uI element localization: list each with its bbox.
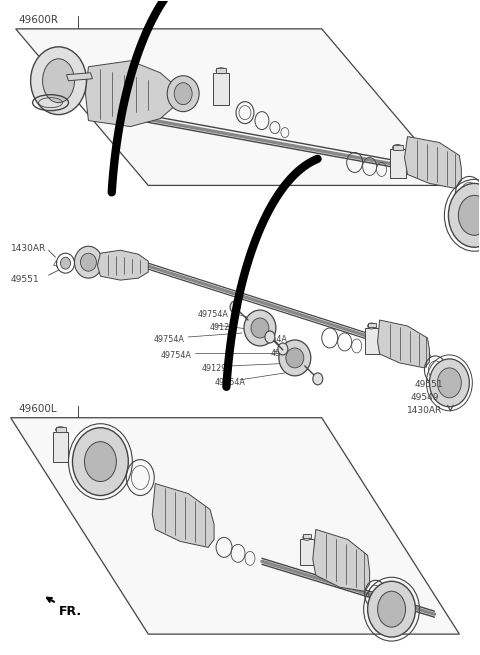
Bar [393,145,403,149]
Bar [216,67,226,73]
Polygon shape [405,136,461,189]
Polygon shape [16,29,455,185]
Ellipse shape [278,343,288,355]
Text: 49754A: 49754A [153,335,184,344]
Ellipse shape [31,47,86,115]
Text: 49754A: 49754A [215,378,246,387]
Bar [303,534,311,538]
Text: 49129: 49129 [210,323,236,332]
Bar [56,426,65,432]
Ellipse shape [174,83,192,105]
Polygon shape [67,73,93,81]
Text: 49551: 49551 [415,380,443,389]
Text: FR.: FR. [59,605,82,618]
Ellipse shape [251,318,269,338]
Ellipse shape [279,340,311,376]
Ellipse shape [84,441,116,481]
Ellipse shape [313,373,323,385]
Bar [300,539,314,565]
Bar [390,149,406,178]
Ellipse shape [43,59,74,103]
Bar [368,323,376,327]
Polygon shape [152,483,214,548]
Ellipse shape [230,301,240,313]
Text: 49754A: 49754A [160,351,191,360]
Ellipse shape [56,426,65,433]
Bar [365,328,379,354]
Polygon shape [97,250,148,280]
Polygon shape [11,418,459,634]
Text: 49549: 49549 [410,393,439,402]
Text: 1430AR: 1430AR [11,244,46,253]
Polygon shape [313,529,370,591]
Text: 49600R: 49600R [19,15,59,25]
Bar [52,432,69,462]
Ellipse shape [57,253,74,273]
Bar [213,73,229,105]
Ellipse shape [368,323,376,329]
Polygon shape [85,61,175,126]
Ellipse shape [393,145,403,151]
Text: 49549: 49549 [52,260,81,269]
Text: 49129: 49129 [202,364,228,373]
Text: 49754A: 49754A [257,335,288,344]
Ellipse shape [437,368,461,398]
Ellipse shape [216,67,226,74]
Text: 1430AR: 1430AR [407,406,442,415]
Ellipse shape [448,183,480,247]
Ellipse shape [81,253,96,271]
Ellipse shape [74,246,102,278]
Ellipse shape [244,310,276,346]
Polygon shape [378,320,430,368]
Ellipse shape [265,331,275,343]
Text: 49600L: 49600L [19,403,57,414]
Ellipse shape [303,534,311,540]
Text: 49551: 49551 [11,275,39,284]
Text: 49754A: 49754A [198,310,229,319]
Text: 49754A: 49754A [271,349,302,358]
Ellipse shape [430,359,469,407]
Ellipse shape [378,591,406,627]
Ellipse shape [368,581,416,637]
Ellipse shape [72,428,128,496]
Ellipse shape [60,257,71,269]
Ellipse shape [286,348,304,368]
Ellipse shape [167,76,199,111]
Ellipse shape [458,195,480,235]
